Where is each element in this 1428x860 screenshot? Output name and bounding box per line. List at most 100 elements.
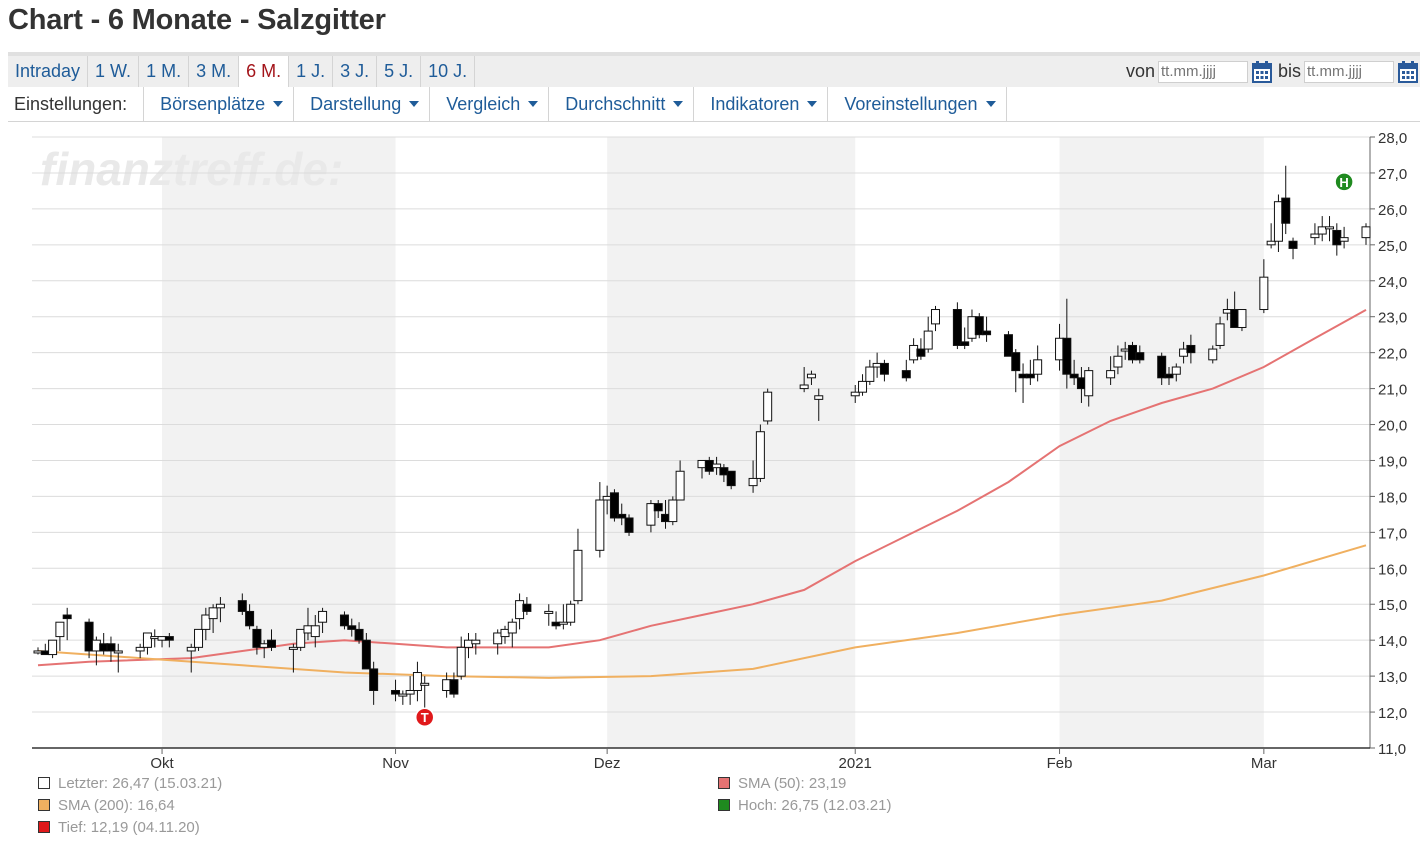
candle-body <box>186 646 196 652</box>
candle-body <box>755 431 765 479</box>
candle-body <box>1208 348 1218 361</box>
legend-item: Hoch: 26,75 (12.03.21) <box>718 797 891 814</box>
candle-body <box>471 639 481 645</box>
candle-body <box>1237 309 1247 328</box>
legend-item: Letzter: 26,47 (15.03.21) <box>38 775 222 792</box>
range-tab-6[interactable]: 3 J. <box>333 56 378 87</box>
candle-body <box>1339 237 1349 242</box>
x-tick-label: Okt <box>150 755 174 772</box>
candle-body <box>1266 240 1276 246</box>
range-tab-2[interactable]: 1 M. <box>139 56 190 87</box>
candle-body <box>361 639 371 670</box>
from-date-input[interactable] <box>1157 60 1248 83</box>
settings-menu-2[interactable]: Vergleich <box>430 87 550 121</box>
settings-menu-3[interactable]: Durchschnitt <box>549 87 695 121</box>
candle-body <box>675 470 685 501</box>
candle-body <box>858 380 868 393</box>
candle-body <box>566 603 576 623</box>
y-tick-label: 16,0 <box>1378 561 1407 578</box>
y-tick-label: 23,0 <box>1378 310 1407 327</box>
candle-body <box>901 370 911 379</box>
candle-body <box>960 341 970 346</box>
candle-body <box>814 395 824 400</box>
legend-swatch <box>38 777 50 789</box>
settings-menu-5[interactable]: Voreinstellungen <box>828 87 1007 121</box>
x-tick-label: Feb <box>1047 755 1073 772</box>
to-date-input[interactable] <box>1304 60 1394 83</box>
calendar-icon[interactable] <box>1398 60 1418 83</box>
caret-down-icon <box>673 101 684 107</box>
candle-body <box>595 499 605 551</box>
range-tab-8[interactable]: 10 J. <box>421 56 476 87</box>
legend-item: SMA (200): 16,64 <box>38 797 175 814</box>
candle-body <box>1025 373 1035 379</box>
range-tab-3[interactable]: 3 M. <box>189 56 240 87</box>
candle-body <box>879 362 889 375</box>
legend-text: Tief: 12,19 (04.11.20) <box>58 819 200 836</box>
candle-body <box>646 503 656 526</box>
candle-body <box>1084 370 1094 397</box>
candle-body <box>1361 226 1371 239</box>
range-tab-1[interactable]: 1 W. <box>88 56 140 87</box>
settings-menu-1[interactable]: Darstellung <box>294 87 431 121</box>
y-tick-label: 26,0 <box>1378 202 1407 219</box>
range-tab-7[interactable]: 5 J. <box>377 56 422 87</box>
candle-body <box>763 391 773 422</box>
range-toolbar: Intraday 1 W. 1 M. 3 M. 6 M. 1 J. 3 J. 5 J. 10 J… <box>8 52 1420 87</box>
candle-body <box>288 646 298 650</box>
candle-body <box>1157 355 1167 379</box>
candle-body <box>62 614 72 620</box>
candle-body <box>1033 359 1043 375</box>
legend-swatch <box>38 799 50 811</box>
candle-body <box>923 330 933 350</box>
y-tick-label: 12,0 <box>1378 705 1407 722</box>
candle-body <box>806 373 816 379</box>
candle-body <box>1259 276 1269 311</box>
settings-menu-4[interactable]: Indikatoren <box>694 87 829 121</box>
x-tick-label: 2021 <box>839 755 872 772</box>
y-tick-label: 13,0 <box>1378 669 1407 686</box>
range-tab-4[interactable]: 6 M. <box>239 56 290 87</box>
candle-body <box>1215 323 1225 346</box>
x-tick-label: Dez <box>594 755 621 772</box>
settings-menu-0[interactable]: Börsenplätze <box>144 87 295 121</box>
candle-body <box>1325 226 1335 230</box>
candle-body <box>194 628 204 648</box>
settings-menu-label: Indikatoren <box>710 94 800 114</box>
from-label: von <box>1125 61 1155 81</box>
candle-body <box>142 632 152 648</box>
candle-body <box>237 600 247 612</box>
candle-body <box>252 628 262 648</box>
calendar-icon[interactable] <box>1251 60 1272 83</box>
candle-body <box>164 636 174 641</box>
candle-body <box>974 316 984 336</box>
candle-body <box>653 503 663 512</box>
settings-menu-label: Vergleich <box>446 94 521 114</box>
range-tab-5[interactable]: 1 J. <box>289 56 334 87</box>
candle-body <box>982 330 992 336</box>
y-tick-label: 11,0 <box>1378 741 1406 758</box>
caret-down-icon <box>409 101 420 107</box>
settings-menu-label: Durchschnitt <box>565 94 666 114</box>
x-tick-label: Nov <box>382 755 409 772</box>
caret-down-icon <box>807 101 818 107</box>
y-tick-label: 27,0 <box>1378 166 1407 183</box>
candle-body <box>310 625 320 638</box>
candle-body <box>245 610 255 627</box>
legend-text: SMA (200): 16,64 <box>58 797 175 814</box>
candle-body <box>624 517 634 533</box>
legend-text: SMA (50): 23,19 <box>738 775 847 792</box>
candle-body <box>420 682 430 686</box>
range-tab-0[interactable]: Intraday <box>8 56 89 87</box>
date-range: von bis <box>1120 56 1418 87</box>
candle-body <box>1003 334 1013 357</box>
legend-text: Letzter: 26,47 (15.03.21) <box>58 775 223 792</box>
range-tabs: Intraday 1 W. 1 M. 3 M. 6 M. 1 J. 3 J. 5 J. 10 J… <box>8 56 476 87</box>
y-tick-label: 19,0 <box>1378 453 1407 470</box>
candle-body <box>113 650 123 654</box>
settings-menus: Börsenplätze Darstellung Vergleich Durchsch… <box>144 87 1007 121</box>
candle-body <box>865 366 875 382</box>
candle-body <box>850 391 860 397</box>
candle-body <box>916 348 926 357</box>
